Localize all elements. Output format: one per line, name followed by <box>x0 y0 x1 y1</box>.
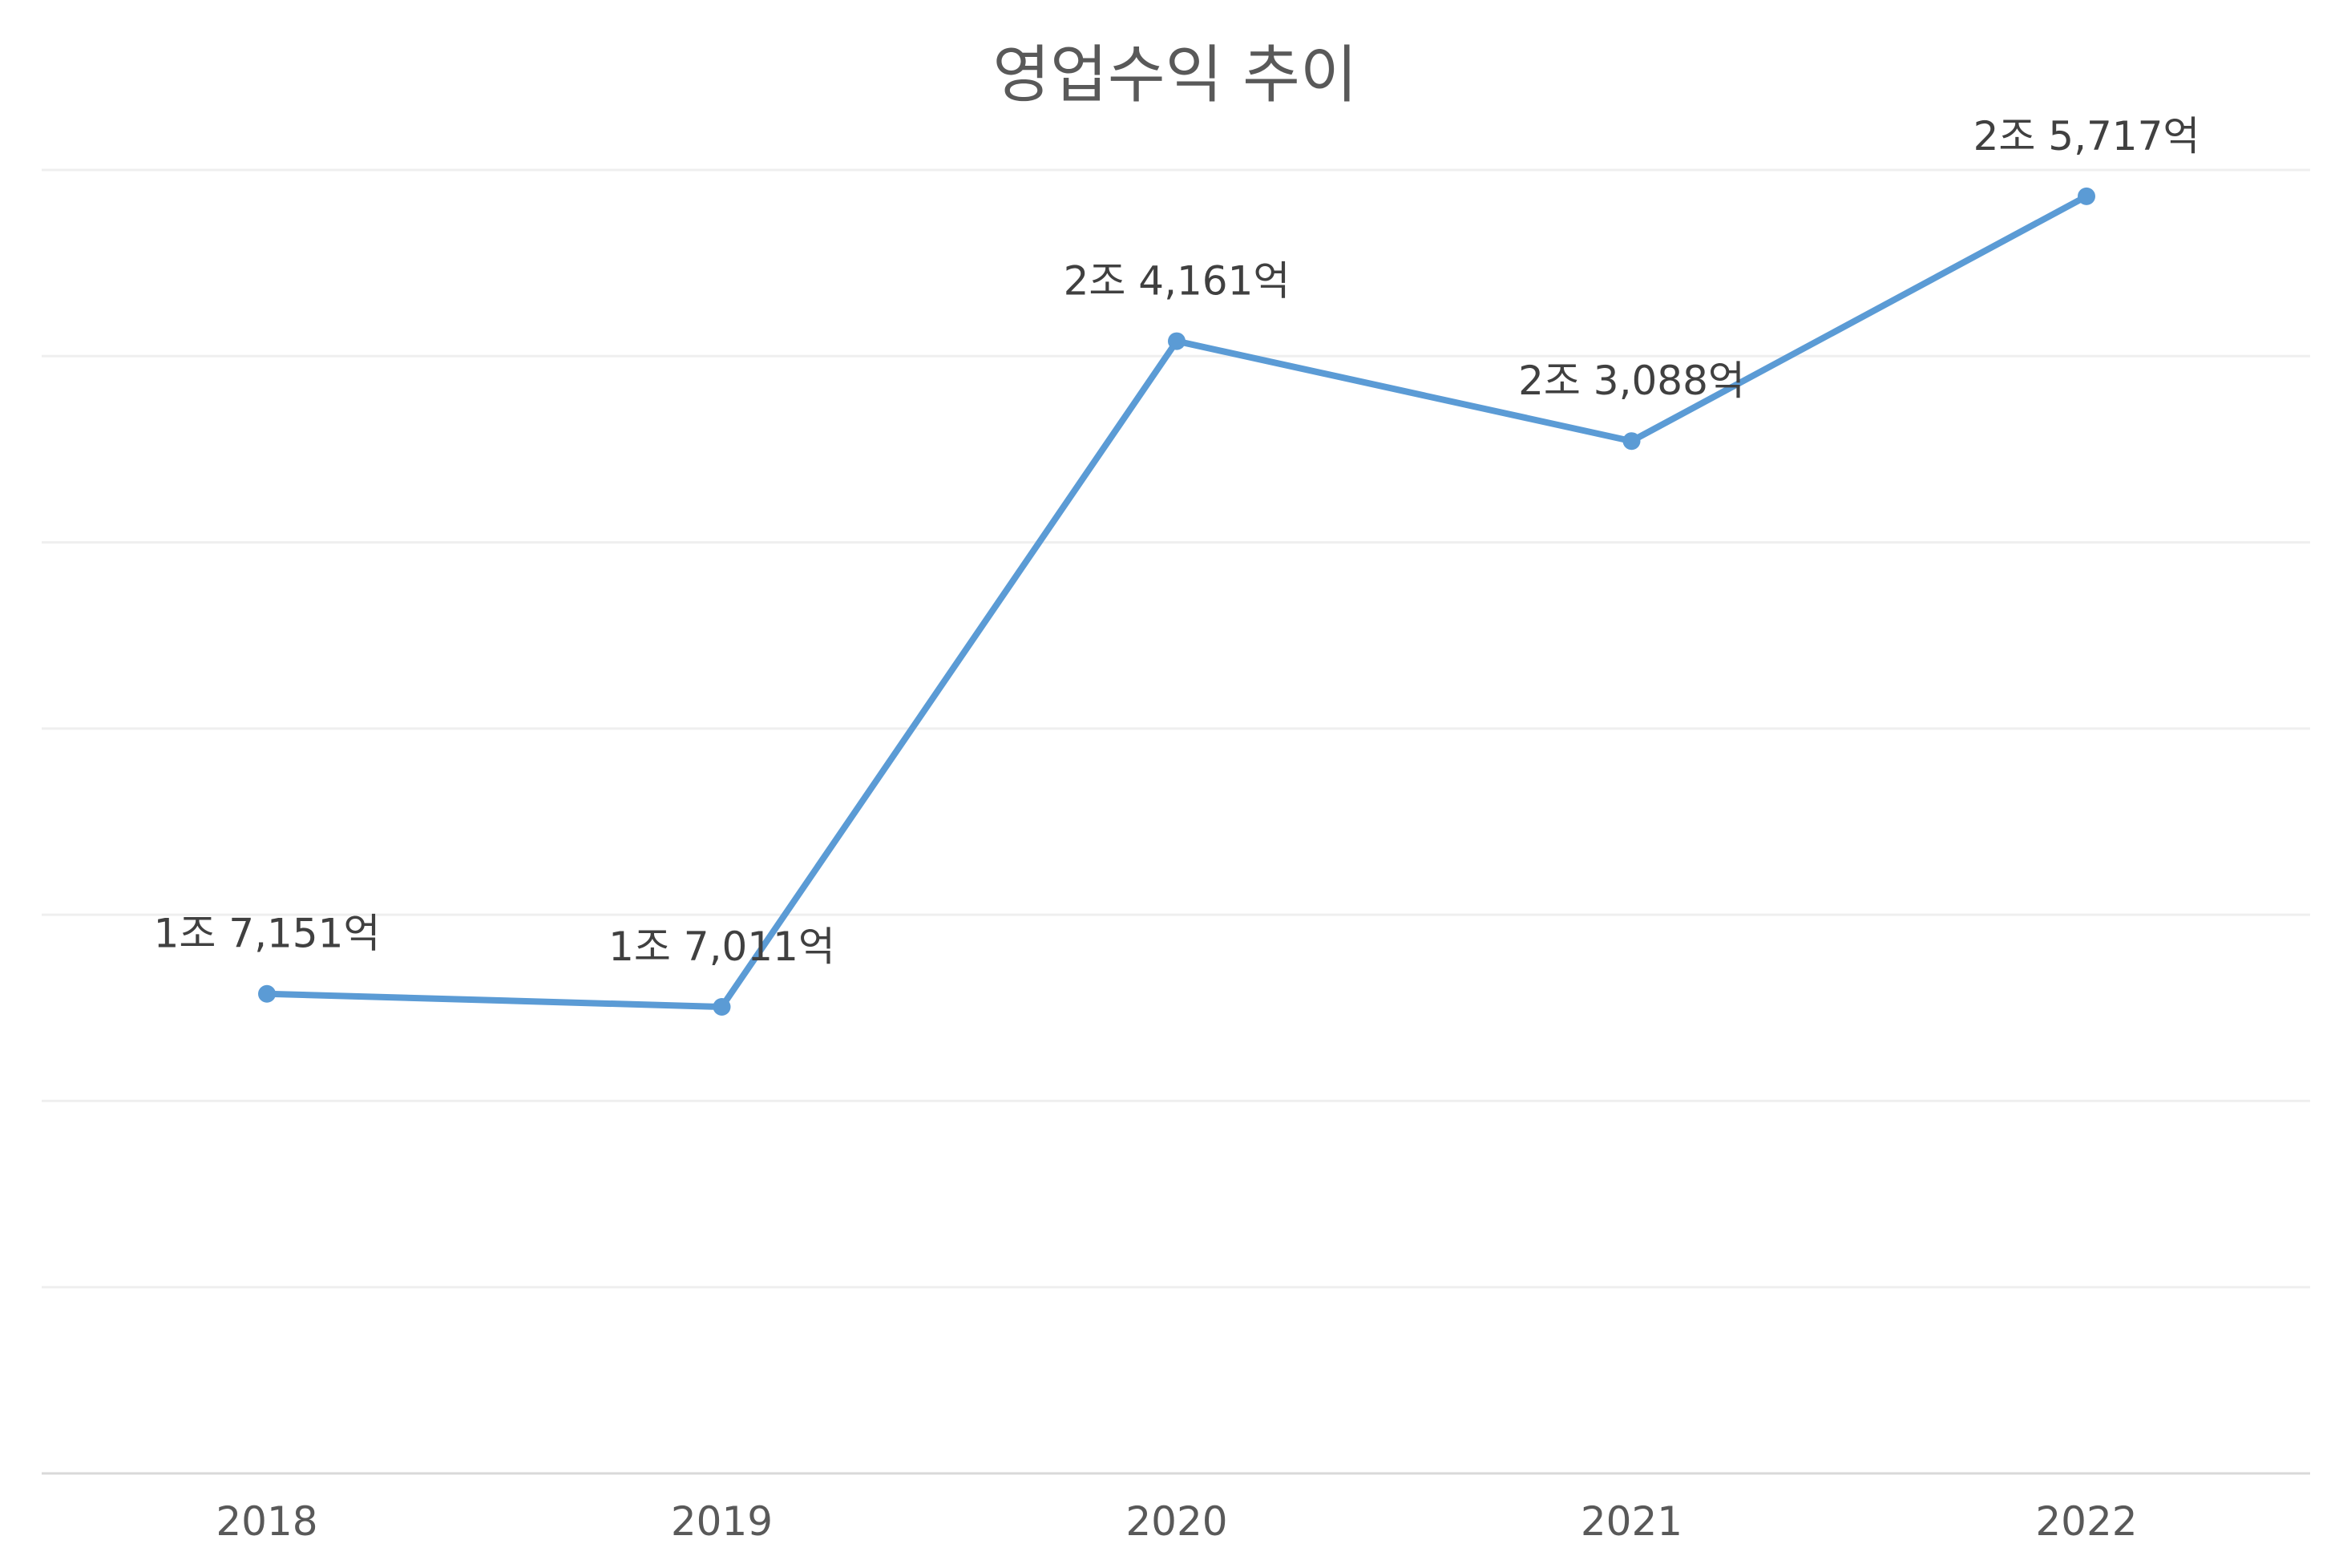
chart-title: 영업수익 추이 <box>992 39 1357 111</box>
x-tick-label: 2020 <box>1125 1498 1227 1545</box>
data-label: 1조 7,151억 <box>154 911 381 957</box>
data-markers <box>258 187 2095 1016</box>
data-point <box>258 984 276 1003</box>
data-point <box>2078 187 2095 205</box>
data-label: 1조 7,011억 <box>608 923 835 970</box>
x-tick-labels: 2018 2019 2020 2021 2022 <box>216 1498 2137 1545</box>
data-labels: 1조 7,151억 1조 7,011억 2조 4,161억 2조 3,088억 2조 5… <box>154 113 2200 970</box>
data-label: 2조 4,161억 <box>1064 258 1291 305</box>
x-tick-label: 2022 <box>2035 1498 2137 1545</box>
data-point <box>713 998 731 1016</box>
series-line <box>264 192 2090 1011</box>
data-label: 2조 5,717억 <box>1973 113 2200 160</box>
gridlines <box>42 168 2310 1289</box>
data-label: 2조 3,088억 <box>1518 358 1745 404</box>
x-tick-label: 2019 <box>671 1498 773 1545</box>
x-tick-label: 2018 <box>216 1498 317 1545</box>
data-point <box>1168 332 1186 350</box>
data-point <box>1622 432 1641 451</box>
x-tick-label: 2021 <box>1581 1498 1682 1545</box>
